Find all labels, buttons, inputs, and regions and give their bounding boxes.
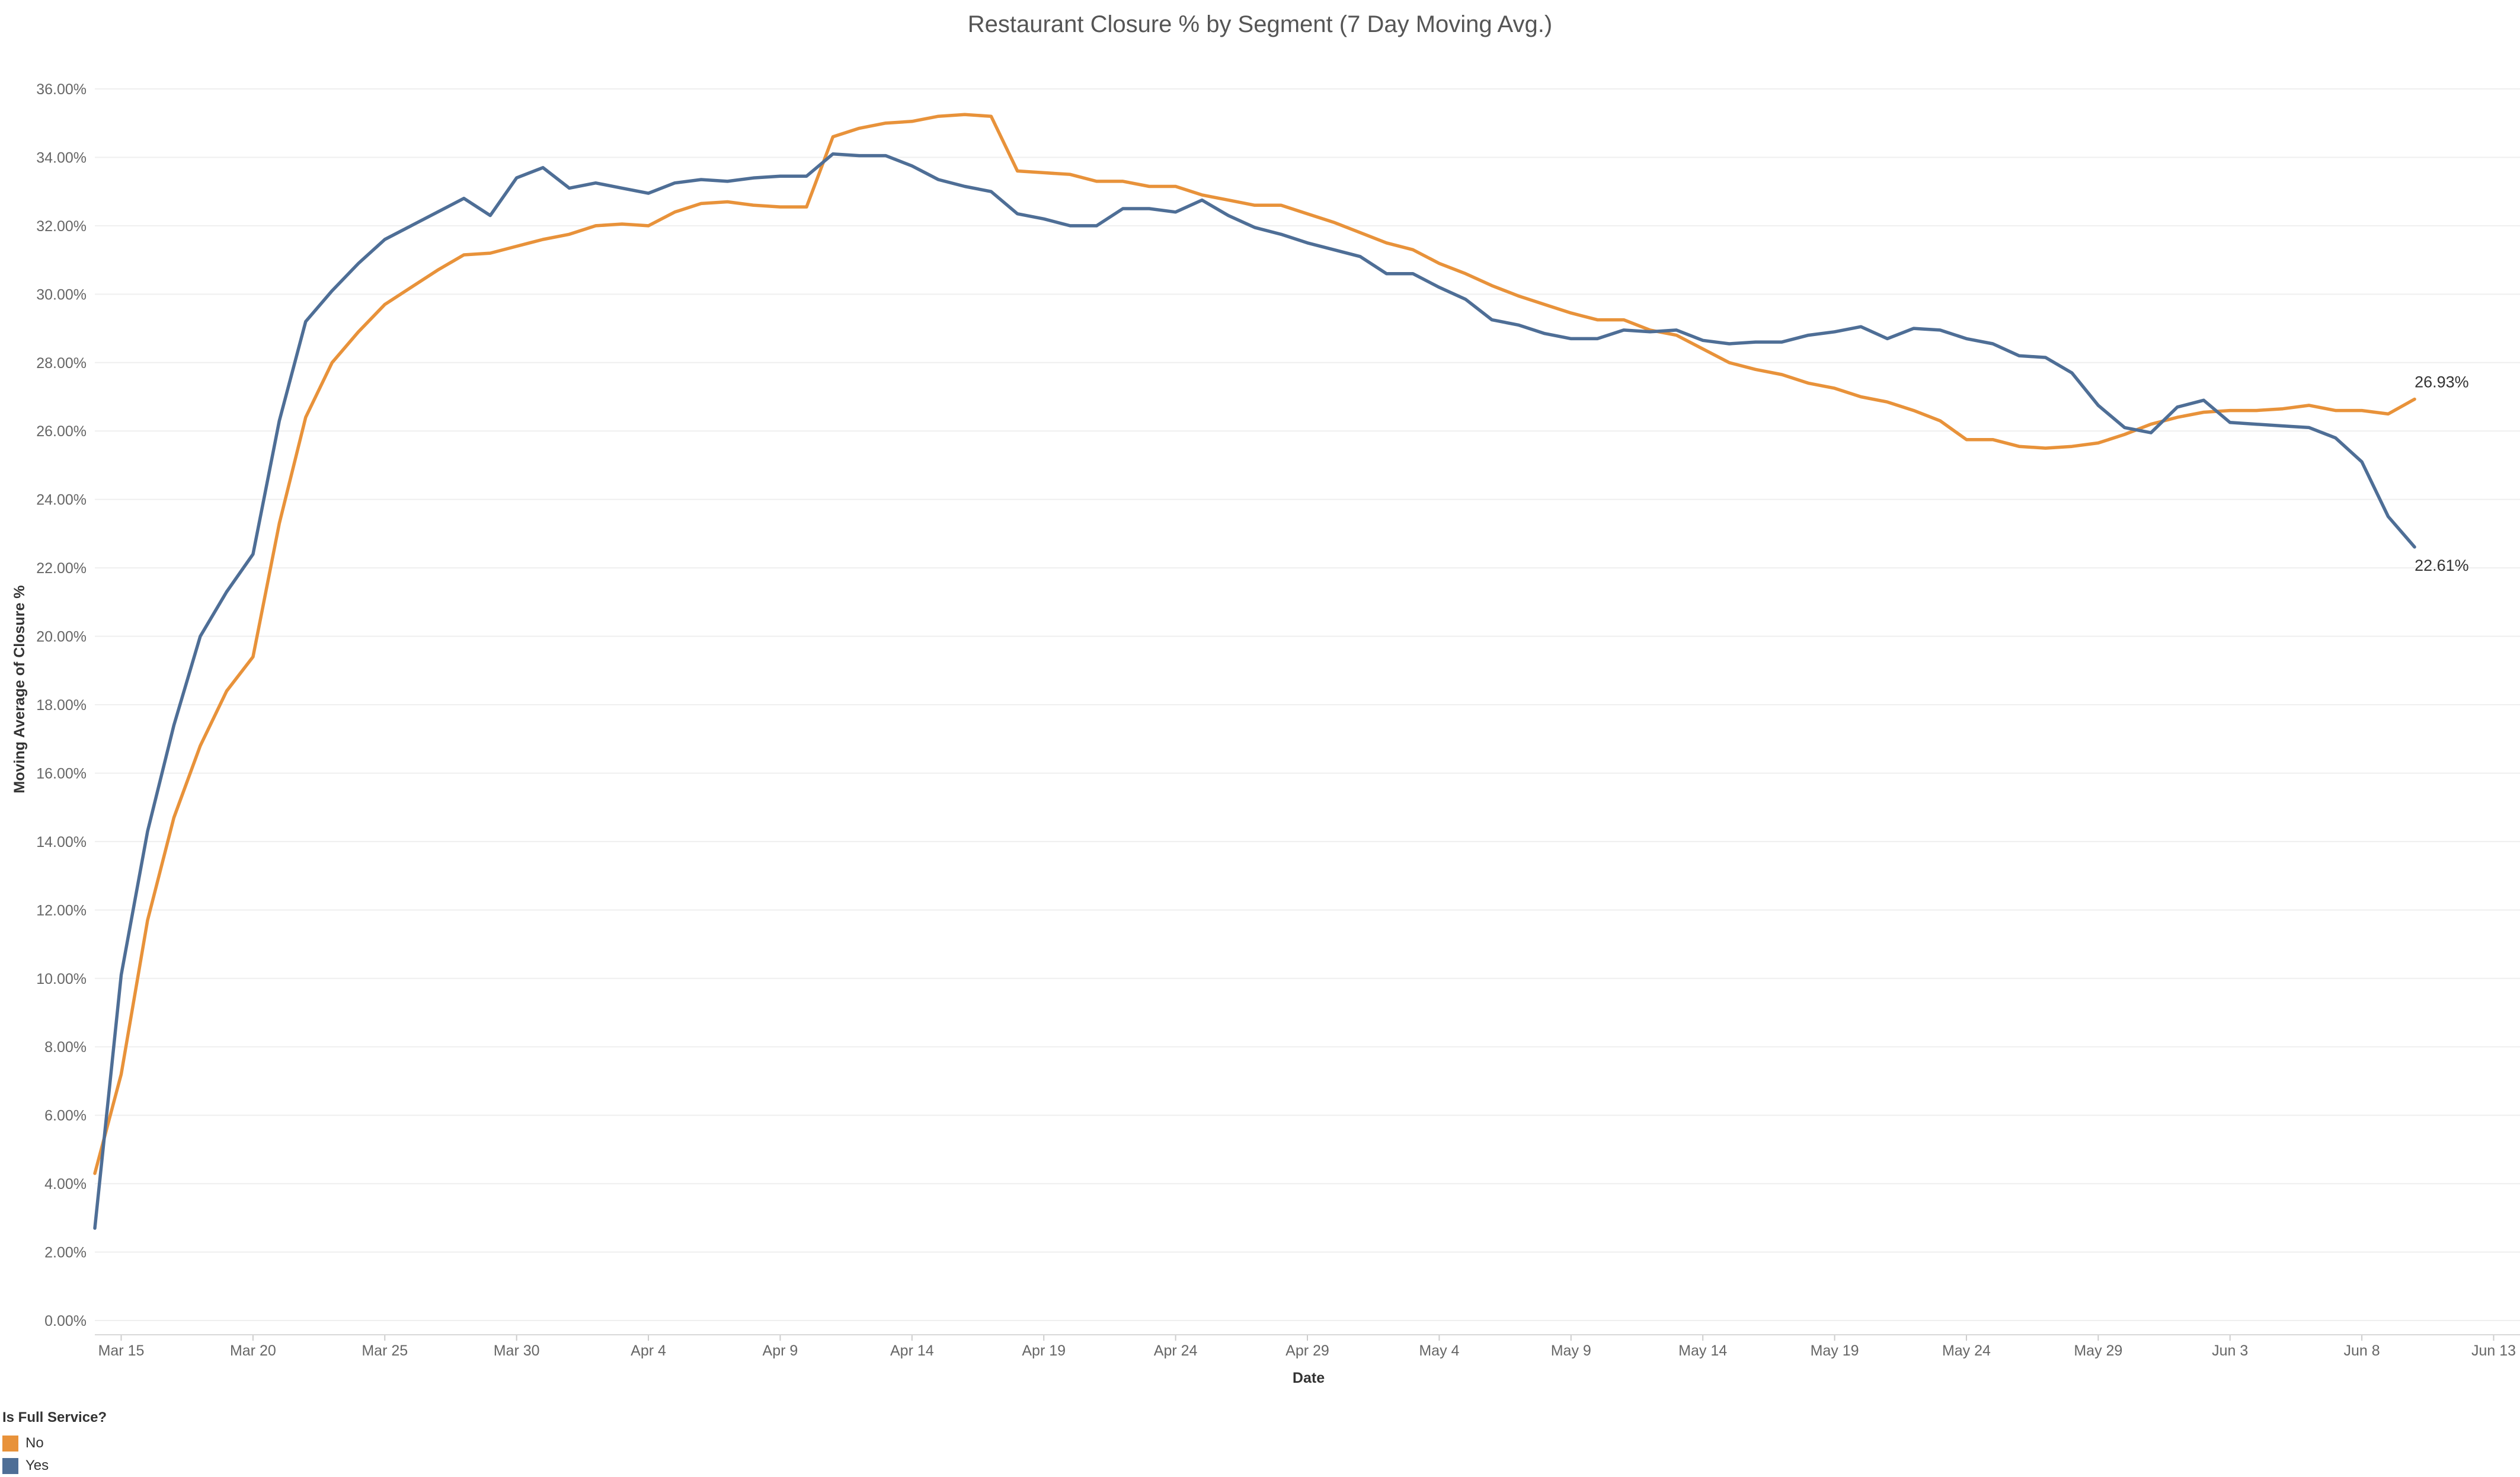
x-tick-label: Mar 25 (362, 1342, 408, 1359)
legend: Is Full Service? No Yes (2, 1409, 107, 1477)
y-tick-label: 28.00% (36, 355, 87, 372)
y-tick-label: 6.00% (44, 1108, 87, 1124)
legend-label-yes: Yes (25, 1457, 49, 1473)
x-tick-label: Apr 19 (1022, 1342, 1066, 1359)
y-axis-ticks: 0.00% 2.00% 4.00% 6.00% 8.00% 10.00% 12.00% 14.… (36, 81, 87, 1329)
x-axis-ticks: Mar 15 Mar 20 Mar 25 Mar 30 Apr 4 Apr 9 Apr 14… (98, 1335, 2516, 1359)
x-tick-label: May 24 (1942, 1342, 1991, 1359)
y-tick-label: 10.00% (36, 971, 87, 987)
x-tick-label: May 19 (1811, 1342, 1859, 1359)
x-tick-label: Apr 4 (631, 1342, 666, 1359)
y-tick-label: 4.00% (44, 1176, 87, 1193)
end-label-no: 26.93% (2415, 373, 2469, 391)
legend-item-yes[interactable]: Yes (2, 1454, 107, 1477)
x-tick-label: May 29 (2074, 1342, 2122, 1359)
y-axis-title: Moving Average of Closure % (11, 586, 28, 794)
series-line-no[interactable] (93, 113, 2416, 1175)
gridlines (95, 88, 2520, 1321)
x-tick-label: Apr 24 (1154, 1342, 1198, 1359)
end-labels: 26.93% 22.61% (2415, 373, 2469, 574)
end-label-yes: 22.61% (2415, 557, 2469, 574)
x-tick-label: May 4 (1419, 1342, 1459, 1359)
y-tick-label: 2.00% (44, 1245, 87, 1261)
x-tick-label: Mar 20 (230, 1342, 276, 1359)
x-tick-label: Jun 13 (2471, 1342, 2516, 1359)
y-tick-label: 12.00% (36, 902, 87, 919)
y-tick-label: 0.00% (44, 1313, 87, 1329)
legend-label-no: No (25, 1435, 44, 1451)
y-tick-label: 30.00% (36, 286, 87, 303)
y-tick-label: 34.00% (36, 149, 87, 166)
y-tick-label: 18.00% (36, 697, 87, 714)
x-tick-label: Apr 14 (890, 1342, 934, 1359)
x-tick-label: May 9 (1551, 1342, 1591, 1359)
y-tick-label: 8.00% (44, 1039, 87, 1056)
series-line-yes[interactable] (93, 152, 2416, 1230)
legend-title: Is Full Service? (2, 1409, 107, 1425)
y-tick-label: 26.00% (36, 423, 87, 440)
x-axis-title: Date (1293, 1370, 1325, 1386)
y-tick-label: 36.00% (36, 81, 87, 98)
legend-item-no[interactable]: No (2, 1432, 107, 1454)
y-tick-label: 16.00% (36, 765, 87, 782)
y-tick-label: 14.00% (36, 834, 87, 851)
x-tick-label: Mar 15 (98, 1342, 145, 1359)
y-tick-label: 20.00% (36, 629, 87, 645)
legend-swatch-no (2, 1435, 18, 1452)
x-tick-label: May 14 (1678, 1342, 1727, 1359)
x-tick-label: Jun 3 (2212, 1342, 2248, 1359)
x-tick-label: Jun 8 (2344, 1342, 2380, 1359)
chart-title: Restaurant Closure % by Segment (7 Day M… (968, 11, 1552, 37)
y-tick-label: 24.00% (36, 492, 87, 509)
y-tick-label: 22.00% (36, 560, 87, 577)
x-tick-label: Mar 30 (494, 1342, 540, 1359)
x-tick-label: Apr 9 (763, 1342, 798, 1359)
legend-swatch-yes (2, 1457, 18, 1474)
series-lines (93, 113, 2416, 1230)
y-tick-label: 32.00% (36, 218, 87, 235)
x-tick-label: Apr 29 (1285, 1342, 1329, 1359)
